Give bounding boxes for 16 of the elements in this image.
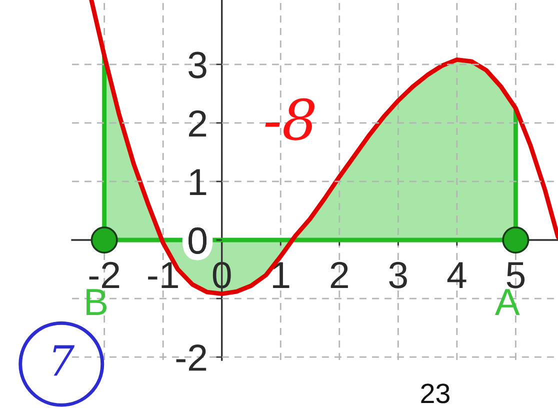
y-tick-label: 1: [190, 169, 206, 196]
x-tick-label: 3: [389, 262, 407, 288]
annotation: B: [86, 289, 107, 315]
y-tick-label: -2: [176, 344, 206, 371]
y-tick-label: 2: [189, 110, 206, 137]
x-tick-label: 2: [330, 262, 348, 288]
y-tick-label: 3: [188, 52, 206, 78]
x-tick-label: 1: [273, 262, 290, 288]
x-tick-label: -1: [148, 262, 178, 288]
x-tick-label: 4: [447, 262, 466, 288]
text: 23: [421, 384, 450, 404]
x-tick-label: 5: [506, 262, 525, 288]
annotation: 7: [53, 345, 75, 376]
x-tick-label: -2: [89, 262, 120, 288]
annotation: A: [494, 289, 520, 315]
annotation: -8: [265, 98, 314, 140]
